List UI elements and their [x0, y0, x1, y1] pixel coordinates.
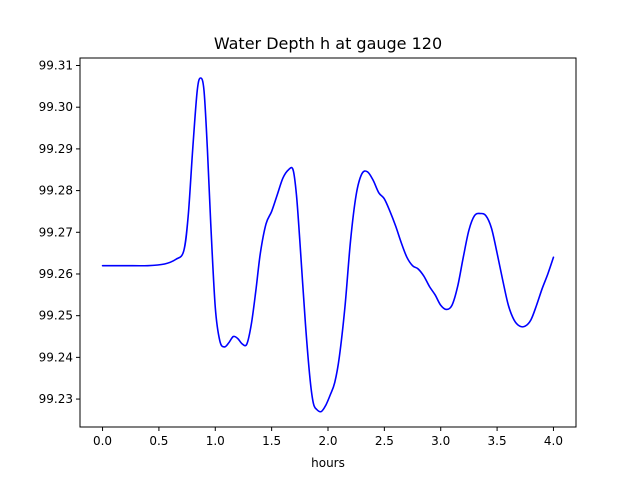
x-tick-label: 0.0 — [93, 434, 112, 448]
y-tick-label: 99.28 — [39, 184, 73, 198]
y-tick-label: 99.25 — [39, 309, 73, 323]
x-axis-label: hours — [311, 456, 345, 470]
x-tick-label: 3.5 — [488, 434, 507, 448]
chart-title: Water Depth h at gauge 120 — [214, 34, 442, 53]
y-tick-label: 99.30 — [39, 100, 73, 114]
y-tick-label: 99.31 — [39, 59, 73, 73]
y-axis: 99.23 99.24 99.25 99.26 99.27 99.28 99.29 99.30… — [39, 59, 80, 406]
x-axis: 0.0 0.5 1.0 1.5 2.0 2.5 3.0 3.5 4.0 — [93, 427, 563, 448]
x-tick-label: 0.5 — [149, 434, 168, 448]
plot-area — [101, 77, 555, 413]
y-tick-label: 99.24 — [39, 350, 73, 364]
x-tick-label: 2.5 — [375, 434, 394, 448]
y-tick-label: 99.29 — [39, 142, 73, 156]
x-tick-label: 1.0 — [206, 434, 225, 448]
x-tick-label: 3.0 — [431, 434, 450, 448]
y-tick-label: 99.23 — [39, 392, 73, 406]
x-tick-label: 1.5 — [262, 434, 281, 448]
series-line-0 — [101, 77, 555, 413]
x-tick-label: 4.0 — [544, 434, 563, 448]
y-tick-label: 99.26 — [39, 267, 73, 281]
x-tick-label: 2.0 — [318, 434, 337, 448]
y-tick-label: 99.27 — [39, 225, 73, 239]
